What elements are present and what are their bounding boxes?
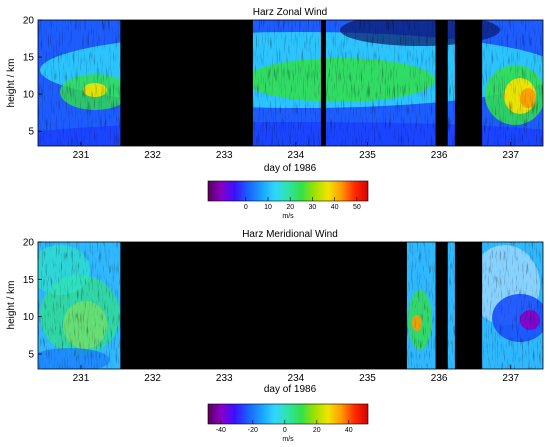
zonal-colorbar-tick-label: 50 [353, 204, 361, 211]
meridional-no-data-gap [120, 242, 407, 369]
zonal-plot-area [38, 20, 543, 146]
meridional-no-data-gap [454, 242, 483, 369]
zonal-title: Harz Zonal Wind [253, 7, 327, 18]
meridional-y-tick-label: 20 [23, 238, 35, 249]
zonal-x-tick-label: 236 [431, 150, 448, 161]
zonal-x-tick-label: 232 [144, 150, 161, 161]
meridional-x-tick-label: 236 [431, 373, 448, 384]
meridional-colorbar-tick-label: -20 [248, 427, 258, 434]
meridional-y-axis-label: height / km [6, 281, 17, 330]
zonal-no-data-gap [120, 20, 253, 146]
zonal-y-tick-label: 15 [23, 53, 35, 64]
zonal-colorbar-tick-label: 30 [309, 204, 317, 211]
meridional-colorbar-tick-label: 0 [283, 427, 287, 434]
zonal-x-tick-label: 234 [288, 150, 305, 161]
meridional-colorbar: -40 -20 0 20 40 m/s [207, 403, 369, 443]
meridional-y-tick-label: 15 [23, 275, 35, 286]
meridional-x-tick-label: 235 [359, 373, 376, 384]
zonal-colorbar-bar [207, 180, 369, 202]
meridional-no-data-gaps [120, 242, 483, 369]
zonal-x-tick-label: 235 [359, 150, 376, 161]
zonal-colorbar-tick-label: 20 [286, 204, 294, 211]
meridional-x-tick-label: 234 [288, 373, 305, 384]
zonal-no-data-gap [435, 20, 448, 146]
meridional-y-tick-label: 10 [23, 312, 35, 323]
meridional-x-ticks: 231 232 233 234 235 236 237 [73, 365, 520, 384]
zonal-colorbar-tick-label: 40 [331, 204, 339, 211]
zonal-colorbar-unit: m/s [282, 213, 294, 220]
zonal-x-tick-label: 233 [216, 150, 233, 161]
meridional-axes-frame [37, 241, 544, 370]
zonal-colorbar-ticks: 0 10 20 30 40 50 [244, 197, 361, 211]
zonal-y-tick-label: 5 [28, 127, 34, 138]
zonal-colorbar-tick-label: 10 [264, 204, 272, 211]
zonal-x-axis-label: day of 1986 [264, 163, 317, 174]
zonal-no-data-gap [320, 20, 326, 146]
zonal-no-data-gap [454, 20, 483, 146]
meridional-colorbar-tick-label: 40 [345, 427, 353, 434]
meridional-colorbar-tick-label: 20 [313, 427, 321, 434]
meridional-no-data-gap [435, 242, 448, 369]
meridional-y-ticks: 5 10 15 20 [23, 238, 42, 361]
zonal-x-tick-label: 231 [73, 150, 90, 161]
meridional-colorbar-bar [207, 403, 369, 425]
meridional-x-axis-label: day of 1986 [264, 384, 317, 395]
meridional-colorbar-unit: m/s [282, 436, 294, 443]
zonal-colorbar-tick-label: 0 [244, 204, 248, 211]
zonal-panel: Harz Zonal Wind 231 232 233 234 235 236 237 5 1… [6, 7, 544, 220]
meridional-title: Harz Meridional Wind [242, 229, 338, 240]
zonal-x-tick-label: 237 [502, 150, 519, 161]
zonal-y-ticks: 5 10 15 20 [23, 16, 42, 138]
meridional-colorbar-ticks: -40 -20 0 20 40 [216, 420, 353, 434]
meridional-x-tick-label: 232 [144, 373, 161, 384]
meridional-x-tick-label: 237 [502, 373, 519, 384]
zonal-y-tick-label: 20 [23, 16, 35, 27]
zonal-colorbar: 0 10 20 30 40 50 m/s [207, 180, 369, 220]
zonal-y-axis-label: height / km [6, 59, 17, 108]
meridional-y-tick-label: 5 [28, 350, 34, 361]
meridional-x-tick-label: 233 [216, 373, 233, 384]
meridional-x-tick-label: 231 [73, 373, 90, 384]
zonal-y-tick-label: 10 [23, 90, 35, 101]
zonal-no-data-gaps [120, 20, 483, 146]
meridional-panel: Harz Meridional Wind 231 232 233 234 235 236 2… [6, 229, 544, 443]
zonal-x-ticks: 231 232 233 234 235 236 237 [73, 142, 520, 161]
zonal-axes-frame [37, 19, 544, 147]
meridional-colorbar-tick-label: -40 [216, 427, 226, 434]
meridional-plot-area [38, 242, 543, 369]
